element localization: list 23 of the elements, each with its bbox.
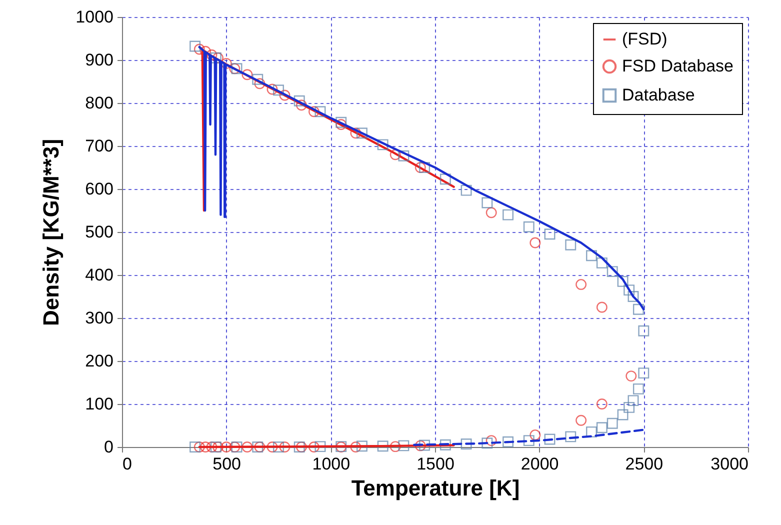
x-tick-label: 2000	[520, 454, 559, 474]
x-axis-title: Temperature [K]	[351, 476, 520, 500]
x-tick-label: 3000	[710, 454, 748, 474]
legend-label: (FSD)	[622, 30, 668, 48]
x-tick-label: 0	[122, 454, 132, 474]
x-tick-label: 1000	[312, 454, 350, 474]
y-tick-label: 700	[85, 136, 114, 156]
y-tick-label: 900	[85, 50, 114, 70]
y-tick-label: 400	[85, 266, 114, 284]
x-tick-label: 1500	[416, 454, 454, 474]
x-tick-label: 2500	[625, 454, 664, 474]
y-tick-label: 200	[85, 352, 114, 370]
y-axis-title: Density [KG/M**3]	[38, 138, 64, 326]
y-tick-label: 300	[85, 308, 114, 328]
y-tick-label: 500	[85, 222, 114, 242]
x-tick-label: 500	[212, 454, 242, 474]
legend-label: FSD Database	[622, 56, 734, 76]
y-tick-label: 100	[85, 394, 114, 414]
y-tick-label: 1000	[76, 8, 114, 26]
y-tick-label: 800	[85, 94, 114, 112]
y-tick-label: 600	[85, 180, 114, 198]
legend-label: Database	[622, 86, 695, 104]
y-tick-label: 0	[104, 438, 114, 456]
